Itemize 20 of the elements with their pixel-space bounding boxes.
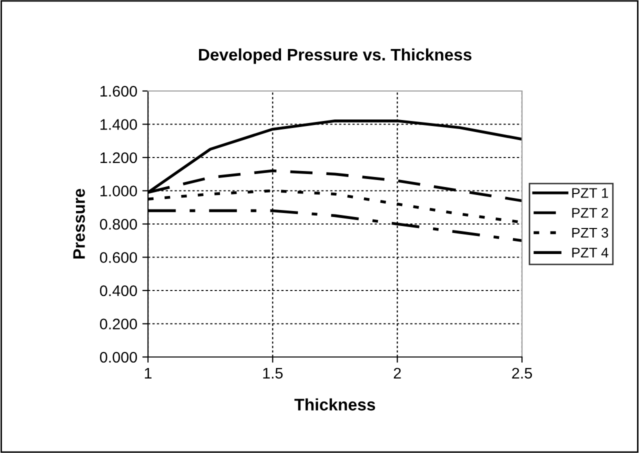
x-tick-label: 1 xyxy=(144,368,152,378)
y-axis-title: Pressure xyxy=(73,188,85,259)
x-tick-label: 2 xyxy=(394,368,401,378)
x-tick-label: 1.5 xyxy=(263,368,283,379)
x-tick-label: 2.5 xyxy=(512,368,532,379)
x-axis-title: Thickness xyxy=(294,398,376,411)
legend-label: PZT 3 xyxy=(572,228,608,238)
y-tick-label: 0.200 xyxy=(100,318,137,330)
y-tick-label: 0.000 xyxy=(100,352,137,363)
y-tick-label: 1.200 xyxy=(100,152,137,164)
y-tick-label: 1.000 xyxy=(100,186,137,196)
legend-label: PZT 2 xyxy=(572,208,608,218)
chart-title: Developed Pressure vs. Thickness xyxy=(199,48,472,64)
y-tick-label: 0.600 xyxy=(100,252,137,263)
y-tick-label: 0.400 xyxy=(100,285,137,296)
legend-label: PZT 4 xyxy=(572,248,608,258)
legend-label: PZT 1 xyxy=(572,188,608,198)
y-tick-label: 0.800 xyxy=(100,218,137,230)
y-tick-label: 1.400 xyxy=(100,119,137,130)
y-tick-label: 1.600 xyxy=(100,86,137,97)
